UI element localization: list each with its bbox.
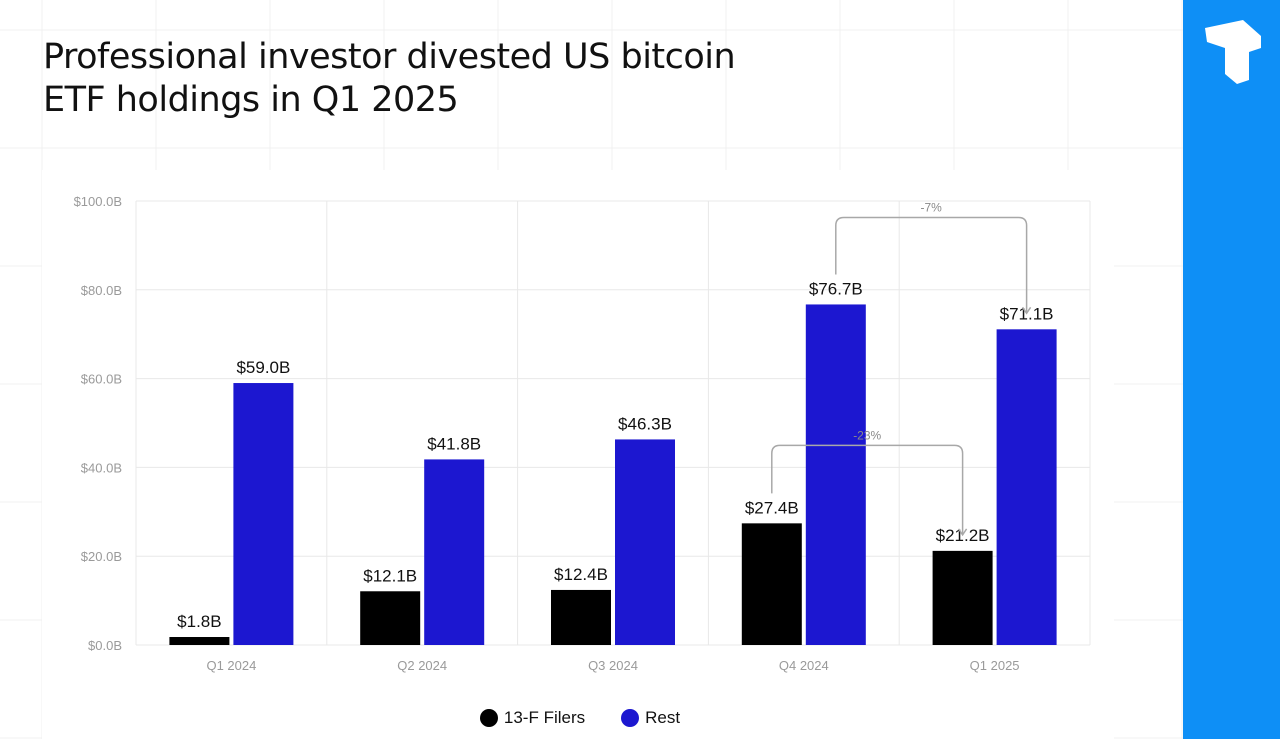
data-label: $1.8B <box>177 612 221 631</box>
bar-13f-filers <box>360 591 420 645</box>
bar-13f-filers <box>551 590 611 645</box>
y-tick-label: $80.0B <box>81 283 122 298</box>
chart-legend: 13-F Filers Rest <box>0 708 1160 728</box>
bar-rest <box>424 459 484 645</box>
legend-swatch-13f <box>480 709 498 727</box>
data-label: $46.3B <box>618 414 672 433</box>
change-annotation-label: -7% <box>921 200 943 214</box>
x-tick-label: Q4 2024 <box>779 658 829 673</box>
brand-strip <box>1183 0 1280 739</box>
legend-swatch-rest <box>621 709 639 727</box>
data-label: $27.4B <box>745 498 799 517</box>
bar-rest <box>997 329 1057 645</box>
data-label: $76.7B <box>809 279 863 298</box>
change-annotation-label: -23% <box>853 428 881 442</box>
y-tick-label: $0.0B <box>88 638 122 653</box>
bar-chart: $0.0B $20.0B $40.0B $60.0B $80.0B $100.0B Q1 2… <box>42 170 1114 700</box>
data-label: $59.0B <box>236 358 290 377</box>
x-tick-label: Q2 2024 <box>397 658 447 673</box>
legend-label-13f: 13-F Filers <box>504 708 585 728</box>
legend-item-rest[interactable]: Rest <box>621 708 680 728</box>
x-tick-label: Q1 2025 <box>970 658 1020 673</box>
bar-13f-filers <box>169 637 229 645</box>
title-line-2: ETF holdings in Q1 2025 <box>43 79 803 122</box>
bar-rest <box>806 304 866 645</box>
y-tick-label: $20.0B <box>81 549 122 564</box>
bar-rest <box>615 439 675 645</box>
data-label: $41.8B <box>427 434 481 453</box>
brand-logo-icon <box>1203 18 1263 86</box>
y-tick-label: $100.0B <box>74 194 122 209</box>
page-title: Professional investor divested US bitcoi… <box>43 36 803 122</box>
x-tick-label: Q3 2024 <box>588 658 638 673</box>
data-label: $12.1B <box>363 566 417 585</box>
title-line-1: Professional investor divested US bitcoi… <box>43 36 803 79</box>
bar-13f-filers <box>742 523 802 645</box>
data-label: $12.4B <box>554 565 608 584</box>
bar-rest <box>233 383 293 645</box>
legend-item-13f-filers[interactable]: 13-F Filers <box>480 708 585 728</box>
y-tick-label: $40.0B <box>81 460 122 475</box>
change-annotation-line <box>772 445 963 535</box>
change-annotation-line <box>836 217 1027 313</box>
bar-13f-filers <box>933 551 993 645</box>
x-tick-label: Q1 2024 <box>206 658 256 673</box>
chart-card: $0.0B $20.0B $40.0B $60.0B $80.0B $100.0B Q1 2… <box>42 170 1114 739</box>
legend-label-rest: Rest <box>645 708 680 728</box>
y-tick-label: $60.0B <box>81 372 122 387</box>
